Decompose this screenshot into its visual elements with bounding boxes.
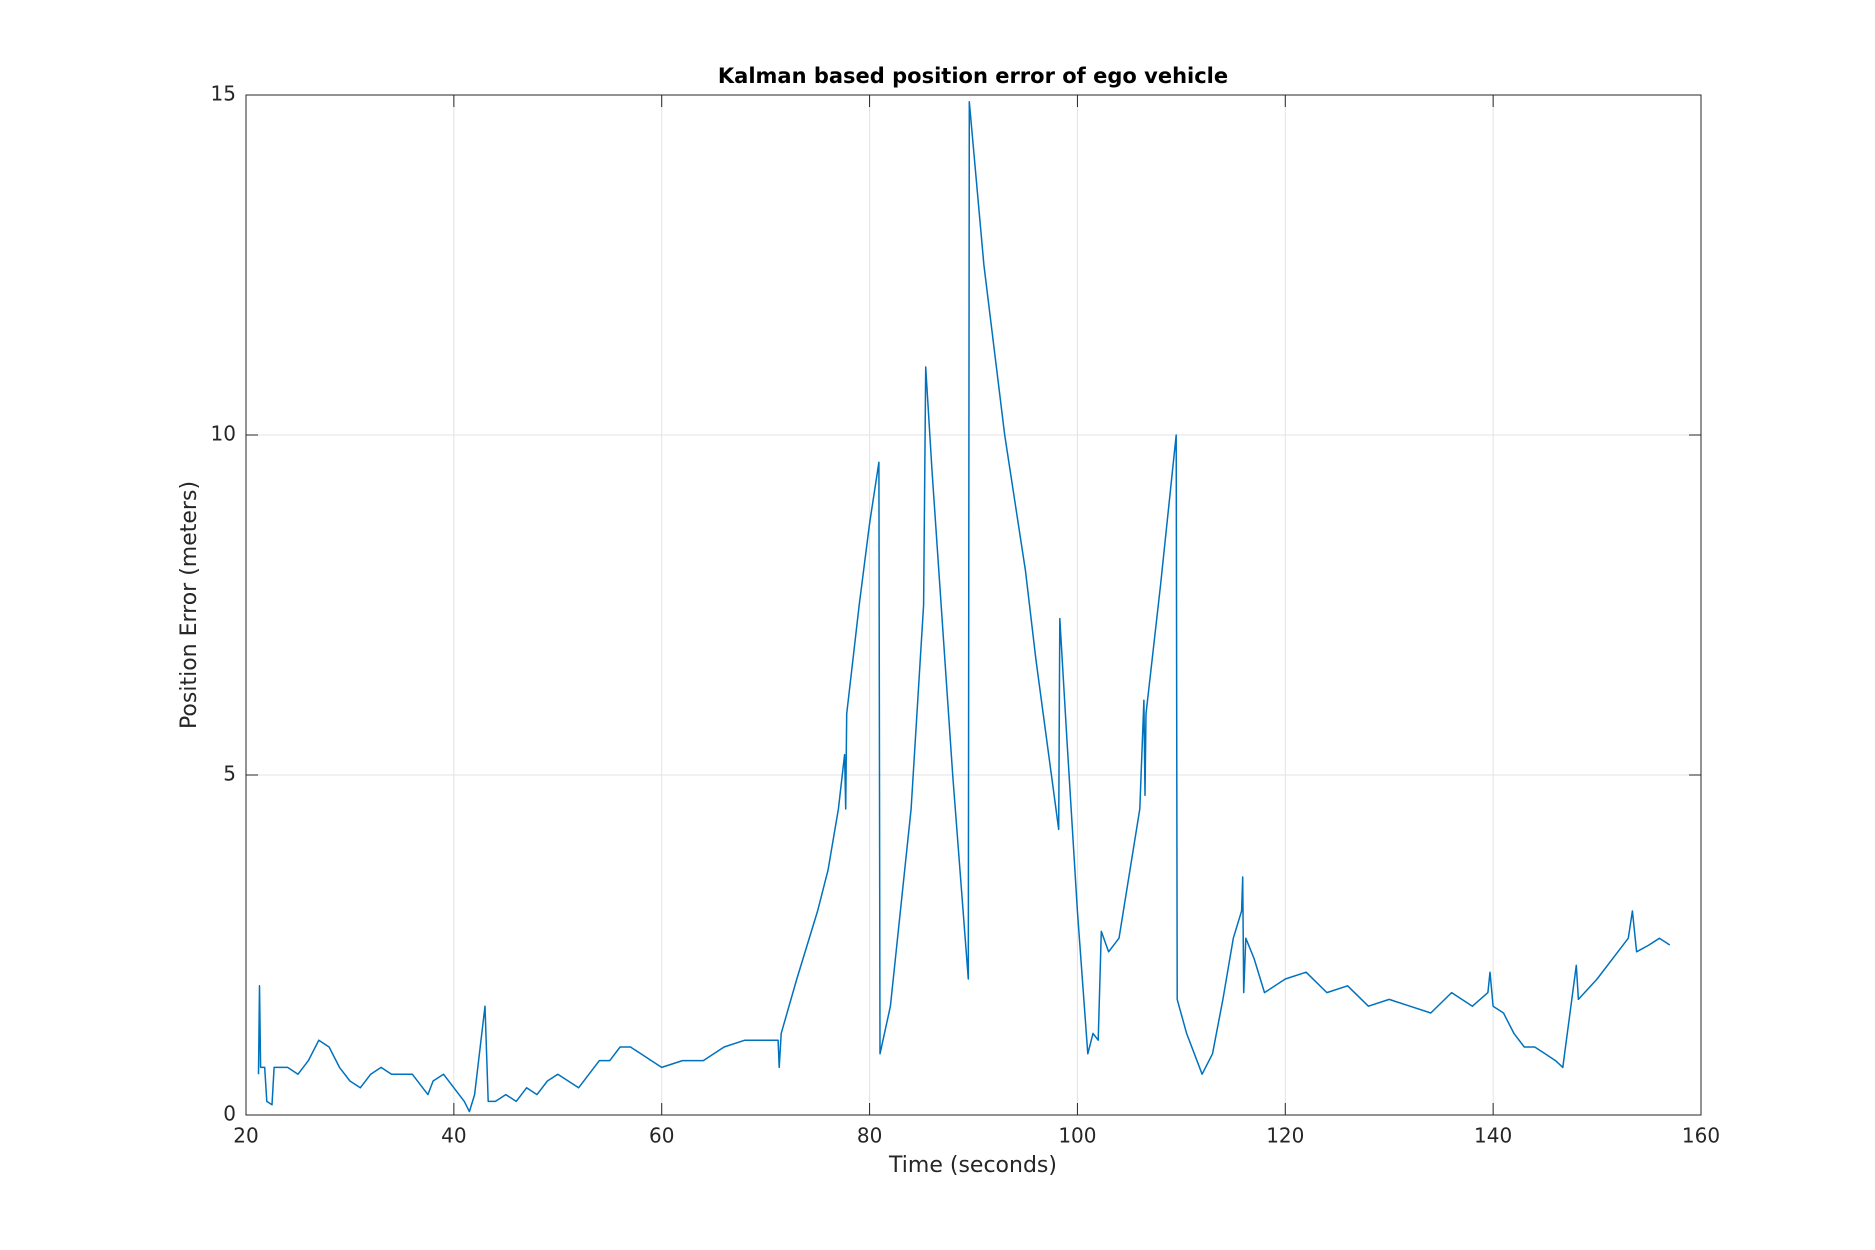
x-tick-label: 20 bbox=[233, 1124, 258, 1148]
plot-frame bbox=[245, 94, 1702, 1116]
x-tick-label: 40 bbox=[441, 1124, 466, 1148]
y-tick-label: 0 bbox=[223, 1102, 236, 1126]
chart-title: Kalman based position error of ego vehic… bbox=[718, 64, 1228, 88]
x-tick-label: 140 bbox=[1474, 1124, 1512, 1148]
x-tick-label: 80 bbox=[857, 1124, 882, 1148]
x-tick-label: 160 bbox=[1682, 1124, 1720, 1148]
x-tick-label: 120 bbox=[1266, 1124, 1304, 1148]
x-tick-label: 100 bbox=[1058, 1124, 1096, 1148]
y-axis-label: Position Error (meters) bbox=[177, 481, 202, 729]
data-line bbox=[257, 101, 1671, 1113]
x-axis-label: Time (seconds) bbox=[888, 1153, 1057, 1178]
x-tick-label: 60 bbox=[649, 1124, 674, 1148]
y-tick-label: 10 bbox=[211, 422, 236, 446]
y-tick-label: 15 bbox=[211, 82, 236, 106]
y-tick-label: 5 bbox=[223, 762, 236, 786]
